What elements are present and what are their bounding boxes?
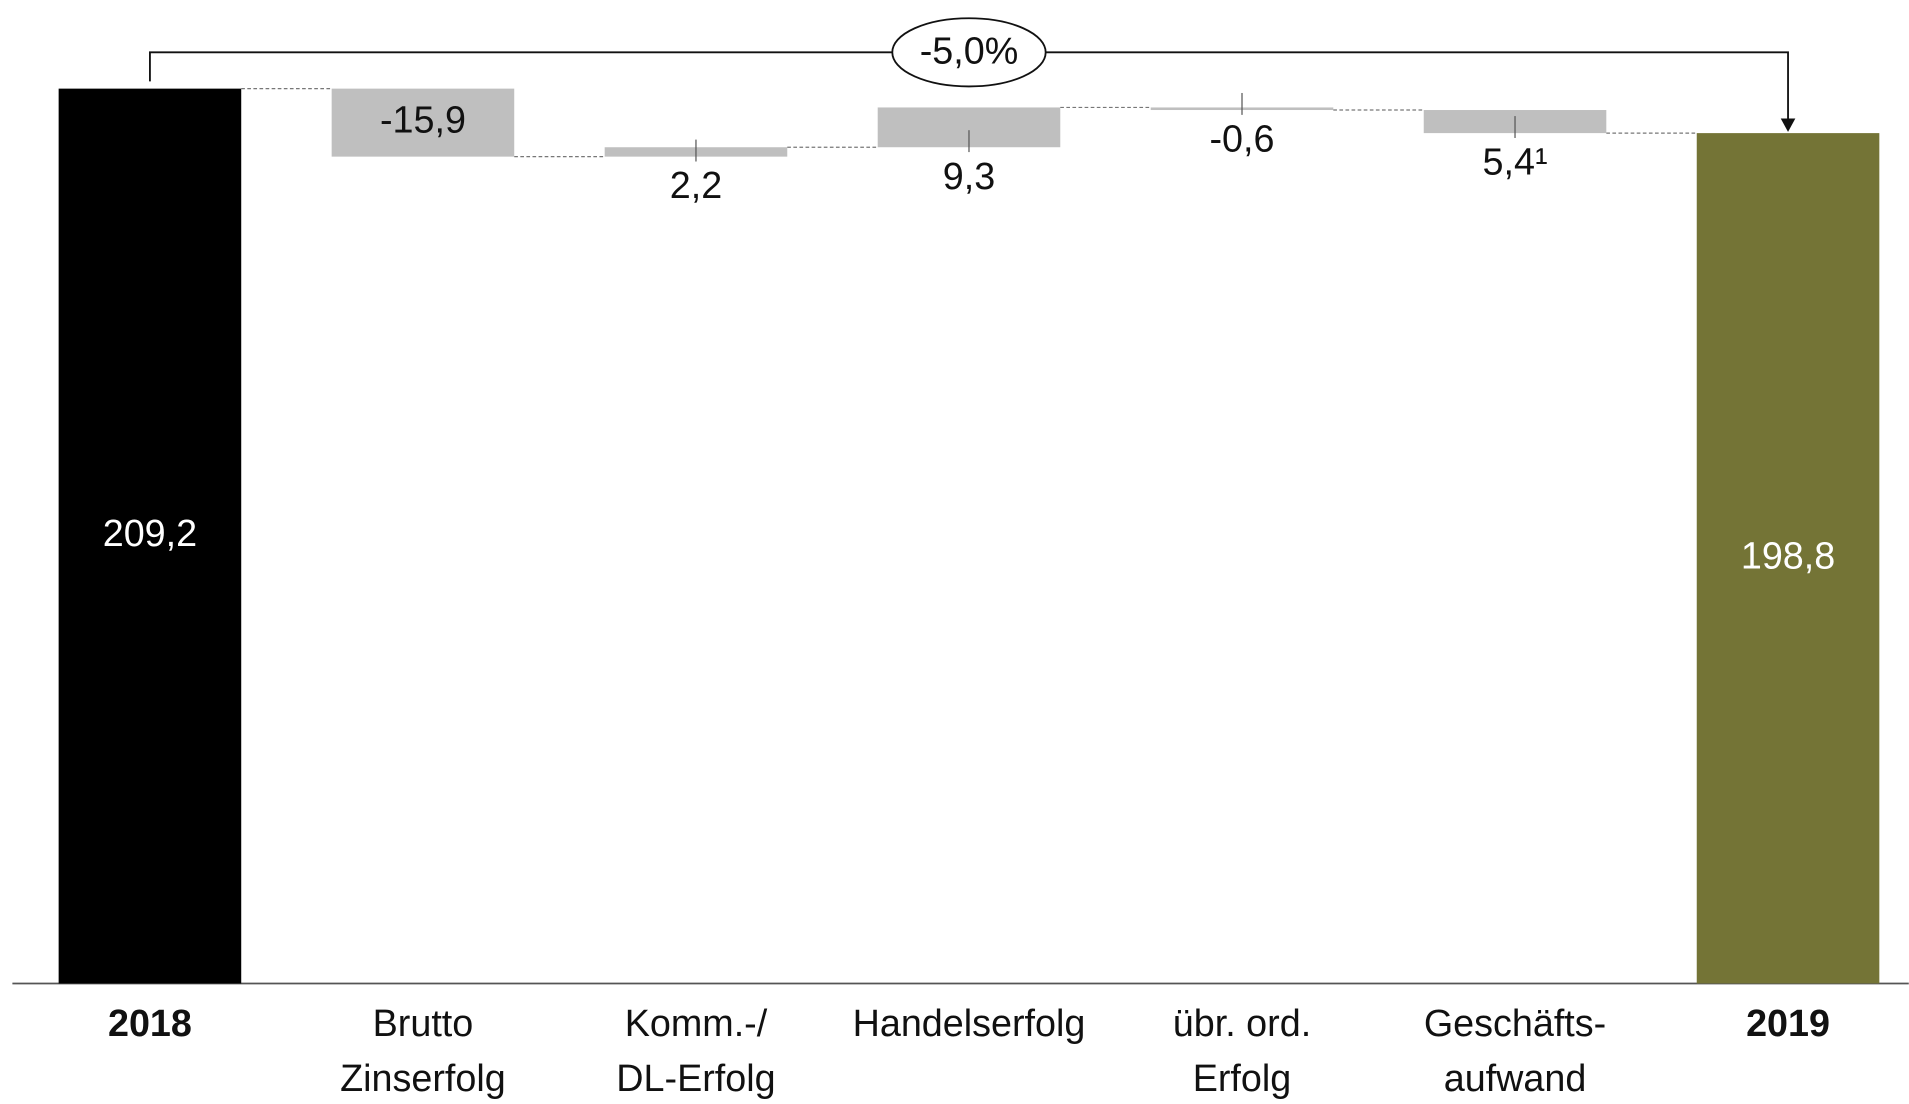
- bar: [1696, 133, 1880, 984]
- x-tick-label: übr. ord. Erfolg: [1173, 1002, 1311, 1099]
- value-label: -15,9: [380, 99, 466, 141]
- value-label: 5,4¹: [1483, 141, 1548, 183]
- x-tick-label: Komm.-/DL-Erfolg: [616, 1002, 775, 1099]
- bar: [58, 88, 242, 984]
- x-tick-label: Brutto Zinserfolg: [340, 1002, 506, 1099]
- bar: [331, 88, 515, 157]
- x-tick-label: Handelserfolg: [853, 1002, 1086, 1044]
- annotation-box: [891, 17, 1047, 88]
- x-tick-label: Geschäfts-aufwand: [1424, 1002, 1606, 1099]
- value-label: -0,6: [1210, 118, 1275, 160]
- x-tick-label: 2019: [1746, 1002, 1830, 1044]
- x-tick-label: 2018: [108, 1002, 192, 1044]
- arrow-head: [1780, 118, 1796, 132]
- value-label: 2,2: [670, 164, 722, 206]
- value-label: 198,8: [1741, 534, 1835, 576]
- annotation: -5,0%: [920, 30, 1019, 72]
- value-label: 209,2: [103, 512, 197, 554]
- value-label: 9,3: [943, 155, 995, 197]
